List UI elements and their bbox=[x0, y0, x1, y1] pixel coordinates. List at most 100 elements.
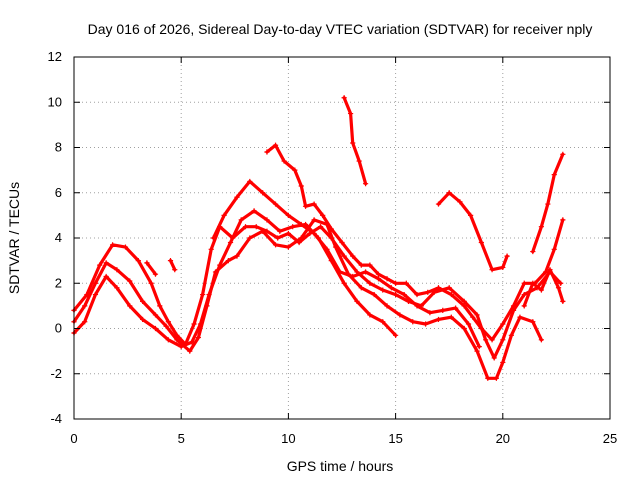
data-point-marker bbox=[92, 280, 99, 286]
data-point-marker bbox=[163, 323, 169, 329]
data-point-marker bbox=[388, 285, 394, 291]
data-point-marker bbox=[320, 212, 326, 218]
data-point-marker bbox=[200, 291, 206, 298]
y-axis-label: SDTVAR / TECUs bbox=[6, 182, 22, 294]
data-point-marker bbox=[461, 298, 467, 304]
data-point-marker bbox=[285, 212, 291, 218]
data-point-marker bbox=[347, 110, 354, 117]
data-point-marker bbox=[238, 217, 244, 223]
data-point-marker bbox=[375, 276, 382, 282]
data-point-marker bbox=[328, 226, 334, 232]
data-point-marker bbox=[82, 303, 88, 309]
data-point-marker bbox=[152, 325, 159, 332]
x-tick-label: 20 bbox=[496, 431, 510, 446]
y-tick-label: 0 bbox=[55, 321, 62, 336]
series-line bbox=[145, 261, 158, 276]
data-point-marker bbox=[358, 285, 364, 291]
data-point-marker bbox=[521, 291, 527, 298]
data-point-marker bbox=[247, 178, 253, 185]
data-point-marker bbox=[272, 201, 279, 207]
data-point-marker bbox=[457, 199, 463, 205]
data-point-marker bbox=[332, 244, 339, 250]
data-point-marker bbox=[337, 269, 343, 275]
data-point-marker bbox=[489, 267, 495, 273]
data-point-marker bbox=[489, 337, 495, 343]
data-point-marker bbox=[453, 305, 459, 311]
data-series-track-6 bbox=[341, 95, 369, 187]
data-point-marker bbox=[384, 303, 390, 309]
data-point-marker bbox=[272, 142, 279, 148]
data-point-marker bbox=[545, 201, 551, 207]
data-point-marker bbox=[448, 291, 454, 298]
data-point-marker bbox=[362, 181, 369, 187]
data-point-marker bbox=[414, 303, 420, 309]
y-tick-label: 6 bbox=[55, 185, 62, 200]
data-series-track-5 bbox=[264, 142, 566, 343]
data-point-marker bbox=[140, 316, 146, 323]
data-point-marker bbox=[500, 337, 506, 343]
data-point-marker bbox=[97, 262, 103, 268]
data-point-marker bbox=[260, 228, 266, 234]
data-point-marker bbox=[517, 314, 523, 320]
axis-ticks bbox=[73, 56, 611, 420]
data-point-marker bbox=[144, 260, 150, 266]
data-point-marker bbox=[538, 337, 544, 343]
data-point-marker bbox=[350, 140, 356, 146]
x-tick-label: 10 bbox=[281, 431, 295, 446]
data-point-marker bbox=[311, 230, 317, 237]
data-point-marker bbox=[167, 258, 174, 264]
data-point-marker bbox=[165, 337, 171, 343]
data-point-marker bbox=[197, 321, 204, 327]
x-tick-label: 15 bbox=[388, 431, 402, 446]
data-point-marker bbox=[251, 208, 257, 214]
series-line bbox=[522, 268, 565, 308]
data-point-marker bbox=[206, 291, 212, 298]
data-point-marker bbox=[285, 230, 291, 237]
data-point-marker bbox=[500, 359, 506, 366]
data-point-marker bbox=[380, 287, 386, 293]
data-point-marker bbox=[435, 201, 442, 207]
data-point-marker bbox=[367, 312, 373, 318]
x-tick-label: 0 bbox=[70, 431, 77, 446]
data-point-marker bbox=[275, 235, 281, 241]
data-point-marker bbox=[510, 303, 517, 309]
data-point-marker bbox=[109, 242, 116, 248]
data-point-marker bbox=[435, 285, 442, 291]
data-point-marker bbox=[103, 273, 109, 280]
data-point-marker bbox=[468, 212, 474, 218]
data-point-marker bbox=[362, 269, 369, 275]
y-tick-label: -4 bbox=[50, 411, 62, 426]
data-point-marker bbox=[461, 303, 467, 309]
data-point-marker bbox=[317, 224, 324, 230]
chart-title: Day 016 of 2026, Sidereal Day-to-day VTE… bbox=[88, 21, 593, 37]
data-series-track-4 bbox=[210, 178, 482, 350]
y-tick-label: -2 bbox=[50, 366, 62, 381]
data-point-marker bbox=[174, 337, 180, 343]
data-point-marker bbox=[253, 224, 259, 230]
data-point-marker bbox=[122, 244, 129, 250]
data-point-marker bbox=[324, 246, 330, 252]
series-line bbox=[72, 225, 563, 360]
x-tick-labels: 0 5 10 15 20 25 bbox=[70, 431, 617, 446]
data-point-marker bbox=[478, 239, 484, 246]
data-point-marker bbox=[148, 280, 154, 286]
data-point-marker bbox=[195, 334, 201, 341]
data-point-marker bbox=[435, 316, 442, 323]
data-point-marker bbox=[558, 280, 564, 286]
data-point-marker bbox=[560, 151, 566, 157]
data-point-marker bbox=[127, 278, 133, 284]
data-series-track-1 bbox=[71, 224, 564, 361]
data-point-marker bbox=[292, 167, 298, 173]
data-point-marker bbox=[178, 344, 184, 350]
data-point-marker bbox=[92, 291, 99, 298]
data-point-marker bbox=[358, 262, 364, 268]
data-series-track-9 bbox=[521, 267, 566, 309]
data-point-marker bbox=[227, 239, 234, 246]
data-point-marker bbox=[504, 253, 510, 259]
data-point-marker bbox=[483, 337, 489, 343]
data-point-marker bbox=[225, 258, 231, 264]
data-point-marker bbox=[135, 258, 141, 264]
data-point-marker bbox=[446, 190, 452, 196]
data-point-marker bbox=[356, 158, 362, 164]
